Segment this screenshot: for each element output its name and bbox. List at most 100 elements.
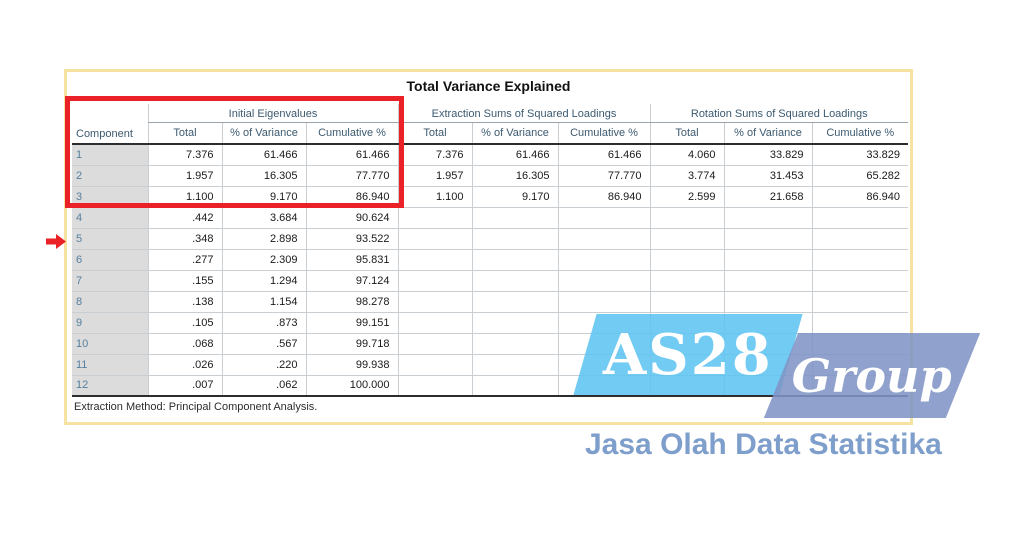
value-cell: .567 bbox=[221, 333, 306, 355]
footnote-row: Extraction Method: Principal Component A… bbox=[72, 396, 908, 413]
value-cell: 77.770 bbox=[305, 165, 398, 187]
value-cell bbox=[471, 312, 558, 334]
col-total: Total bbox=[147, 122, 222, 145]
value-cell: 4.060 bbox=[649, 144, 724, 166]
value-cell: 2.898 bbox=[221, 228, 306, 250]
value-cell bbox=[557, 270, 650, 292]
value-cell bbox=[723, 228, 812, 250]
value-cell bbox=[397, 375, 472, 397]
table-row: 8.138 1.154 98.278 bbox=[72, 291, 908, 313]
value-cell: 3.684 bbox=[221, 207, 306, 229]
table-row: 4.442 3.684 90.624 bbox=[72, 207, 908, 229]
table-row: 1 7.376 61.466 61.466 7.376 61.466 61.466 4.060… bbox=[72, 144, 908, 166]
value-cell bbox=[723, 270, 812, 292]
component-number-cell: 2 bbox=[72, 165, 148, 187]
value-cell: 86.940 bbox=[557, 186, 650, 208]
value-cell: .348 bbox=[147, 228, 222, 250]
table-row: 2 1.957 16.305 77.770 1.957 16.305 77.770 3.774… bbox=[72, 165, 908, 187]
value-cell: 1.100 bbox=[397, 186, 472, 208]
section-initial-eigenvalues: Initial Eigenvalues bbox=[147, 104, 398, 123]
value-cell: .220 bbox=[221, 354, 306, 376]
value-cell: 1.154 bbox=[221, 291, 306, 313]
red-highlight-box bbox=[65, 96, 404, 208]
value-cell bbox=[811, 249, 908, 271]
value-cell bbox=[649, 270, 724, 292]
value-cell: 9.170 bbox=[221, 186, 306, 208]
value-cell bbox=[471, 354, 558, 376]
col-pct-variance: % of Variance bbox=[471, 122, 558, 145]
watermark-brand-primary: AS28 bbox=[603, 321, 773, 388]
value-cell: 61.466 bbox=[221, 144, 306, 166]
value-cell: 99.718 bbox=[305, 333, 398, 355]
value-cell: 33.829 bbox=[723, 144, 812, 166]
col-pct-variance: % of Variance bbox=[723, 122, 812, 145]
col-cumulative-pct: Cumulative % bbox=[557, 122, 650, 145]
value-cell: .873 bbox=[221, 312, 306, 334]
value-cell bbox=[649, 207, 724, 229]
value-cell: .068 bbox=[147, 333, 222, 355]
watermark-tagline: Jasa Olah Data Statistika bbox=[585, 428, 942, 461]
value-cell: .138 bbox=[147, 291, 222, 313]
value-cell bbox=[557, 207, 650, 229]
component-number-cell: 11 bbox=[72, 354, 148, 376]
value-cell bbox=[723, 249, 812, 271]
value-cell bbox=[397, 312, 472, 334]
value-cell bbox=[471, 333, 558, 355]
value-cell bbox=[471, 249, 558, 271]
value-cell: .105 bbox=[147, 312, 222, 334]
value-cell: 93.522 bbox=[305, 228, 398, 250]
section-header-row: Component Initial Eigenvalues Extraction… bbox=[72, 104, 908, 145]
value-cell: 86.940 bbox=[811, 186, 908, 208]
value-cell: 2.599 bbox=[649, 186, 724, 208]
value-cell bbox=[471, 228, 558, 250]
value-cell: 16.305 bbox=[221, 165, 306, 187]
col-total: Total bbox=[397, 122, 472, 145]
value-cell: 97.124 bbox=[305, 270, 398, 292]
value-cell: .277 bbox=[147, 249, 222, 271]
value-cell: 98.278 bbox=[305, 291, 398, 313]
value-cell bbox=[471, 375, 558, 397]
component-number-cell: 12 bbox=[72, 375, 148, 397]
value-cell bbox=[471, 207, 558, 229]
value-cell bbox=[723, 207, 812, 229]
value-cell: 16.305 bbox=[471, 165, 558, 187]
value-cell: 1.957 bbox=[147, 165, 222, 187]
value-cell: 1.100 bbox=[147, 186, 222, 208]
value-cell: 61.466 bbox=[471, 144, 558, 166]
value-cell: .155 bbox=[147, 270, 222, 292]
watermark-brand-secondary: Group bbox=[792, 348, 952, 403]
value-cell bbox=[471, 270, 558, 292]
value-cell: 7.376 bbox=[397, 144, 472, 166]
value-cell bbox=[811, 312, 908, 334]
value-cell: 99.938 bbox=[305, 354, 398, 376]
value-cell bbox=[649, 249, 724, 271]
value-cell: .007 bbox=[147, 375, 222, 397]
col-pct-variance: % of Variance bbox=[221, 122, 306, 145]
value-cell: 99.151 bbox=[305, 312, 398, 334]
value-cell: 1.957 bbox=[397, 165, 472, 187]
component-number-cell: 4 bbox=[72, 207, 148, 229]
value-cell: 65.282 bbox=[811, 165, 908, 187]
value-cell bbox=[397, 270, 472, 292]
red-arrow-icon bbox=[46, 234, 66, 249]
value-cell bbox=[397, 354, 472, 376]
value-cell: 90.624 bbox=[305, 207, 398, 229]
value-cell: 2.309 bbox=[221, 249, 306, 271]
col-cumulative-pct: Cumulative % bbox=[811, 122, 908, 145]
table-row: 6.277 2.309 95.831 bbox=[72, 249, 908, 271]
value-cell bbox=[811, 207, 908, 229]
component-number-cell: 7 bbox=[72, 270, 148, 292]
value-cell bbox=[557, 228, 650, 250]
value-cell bbox=[471, 291, 558, 313]
value-cell bbox=[397, 249, 472, 271]
value-cell: 7.376 bbox=[147, 144, 222, 166]
table-row: 7.155 1.294 97.124 bbox=[72, 270, 908, 292]
component-column-header: Component bbox=[72, 104, 148, 145]
value-cell: 61.466 bbox=[305, 144, 398, 166]
value-cell: 100.000 bbox=[305, 375, 398, 397]
section-rotation-loadings: Rotation Sums of Squared Loadings bbox=[649, 104, 908, 123]
value-cell bbox=[397, 228, 472, 250]
value-cell bbox=[723, 291, 812, 313]
watermark-group-badge: Group bbox=[763, 333, 981, 418]
